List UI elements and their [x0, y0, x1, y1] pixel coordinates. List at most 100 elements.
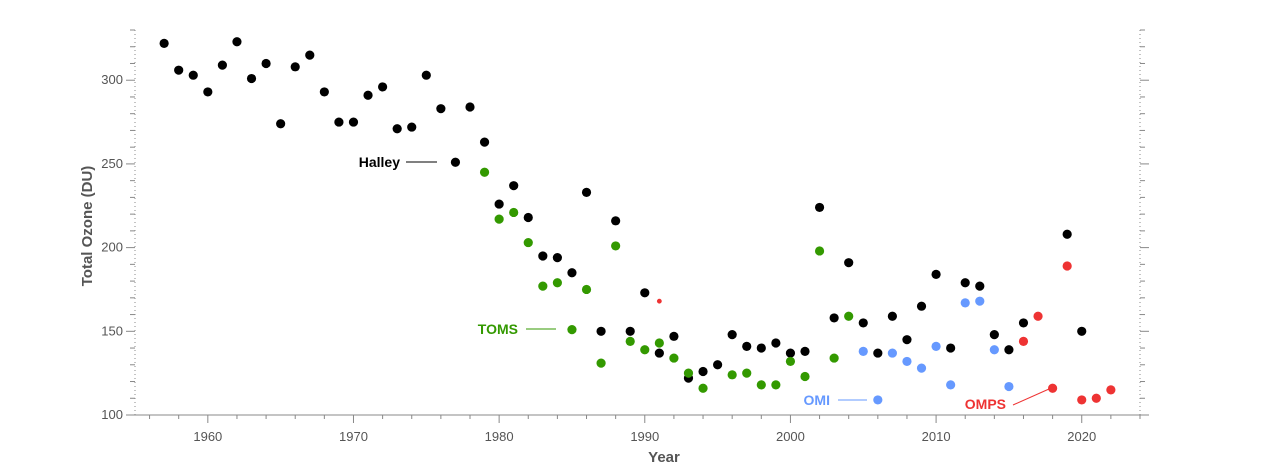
omi-point — [902, 356, 912, 367]
x-tick-label: 1970 — [339, 429, 368, 444]
toms-point — [829, 353, 839, 363]
omps-point — [1106, 385, 1116, 395]
halley-point — [1018, 318, 1029, 328]
x-tick-label: 2010 — [922, 429, 951, 444]
y-tick-label: 100 — [101, 407, 123, 422]
halley-point — [305, 50, 315, 60]
toms-point — [494, 214, 504, 224]
halley-point — [246, 73, 257, 84]
x-tick-label: 2020 — [1067, 429, 1096, 444]
omps-point — [1018, 336, 1029, 346]
x-axis-title: Year — [648, 449, 680, 466]
omps-point — [1033, 311, 1043, 321]
toms-point — [800, 371, 810, 382]
y-tick-label: 150 — [101, 323, 123, 338]
halley-point — [581, 187, 592, 197]
halley-point — [465, 102, 475, 112]
toms-point — [567, 325, 577, 335]
halley-point — [902, 335, 912, 345]
omi-point — [960, 298, 970, 308]
halley-point — [771, 338, 781, 348]
halley-point — [494, 199, 504, 209]
halley-point — [858, 318, 868, 328]
toms-point — [727, 370, 737, 380]
halley-point — [669, 331, 679, 341]
halley-point — [916, 301, 927, 311]
halley-point — [290, 62, 300, 72]
toms-point — [669, 353, 679, 363]
halley-point — [873, 348, 883, 358]
toms-point — [552, 278, 562, 288]
halley-point — [348, 117, 359, 127]
halley-point — [596, 326, 606, 336]
omps-point — [1091, 393, 1101, 403]
y-axis-title: Total Ozone (DU) — [79, 166, 96, 287]
points-layer — [159, 37, 1116, 405]
omi-point — [989, 345, 999, 355]
toms-point — [538, 281, 548, 291]
halley-point — [174, 65, 184, 75]
halley-point — [844, 258, 854, 268]
halley-point — [436, 104, 446, 114]
halley-point — [552, 253, 562, 263]
toms-point — [756, 380, 766, 390]
toms-series-label: TOMS — [478, 321, 518, 337]
omi-point — [1004, 381, 1014, 392]
halley-point — [479, 137, 490, 147]
halley-point — [261, 58, 271, 69]
toms-point — [654, 338, 664, 348]
halley-point — [756, 343, 766, 353]
annotation-layer: Halley TOMS OMI OMPS — [359, 154, 1050, 412]
omi-point — [858, 346, 868, 356]
halley-point — [654, 348, 664, 358]
halley-point — [392, 124, 402, 134]
halley-point — [698, 366, 708, 377]
halley-point — [989, 330, 999, 340]
toms-point — [611, 241, 621, 251]
halley-point — [203, 87, 213, 97]
omi-point — [931, 341, 941, 351]
toms-point — [771, 380, 781, 390]
toms-point — [523, 237, 533, 248]
halley-series-label: Halley — [359, 154, 400, 170]
x-tick-label: 1980 — [485, 429, 514, 444]
halley-point — [785, 348, 796, 358]
omps-point — [1048, 383, 1058, 393]
toms-point — [844, 311, 854, 321]
omi-series-label: OMI — [804, 392, 830, 408]
halley-point — [1077, 326, 1087, 336]
omps-point — [1062, 261, 1072, 271]
halley-point — [611, 216, 621, 226]
halley-point — [814, 202, 825, 213]
halley-point — [931, 269, 941, 279]
halley-point — [319, 87, 329, 97]
y-tick-label: 250 — [101, 156, 123, 171]
halley-point — [363, 90, 373, 100]
x-tick-label: 1960 — [193, 429, 222, 444]
halley-point — [713, 360, 723, 370]
y-tick-label: 300 — [101, 72, 123, 87]
omi-point — [975, 296, 985, 306]
toms-point — [814, 246, 825, 256]
halley-point — [232, 37, 242, 47]
omi-point — [916, 363, 927, 373]
omi-point — [873, 395, 883, 405]
toms-point — [479, 167, 490, 177]
toms-point — [785, 356, 796, 367]
halley-point — [378, 82, 388, 92]
toms-point — [596, 358, 606, 368]
halley-point — [1004, 345, 1014, 355]
omps-point — [1077, 395, 1087, 405]
omi-point — [946, 380, 956, 390]
halley-point — [159, 38, 169, 48]
halley-point — [538, 251, 548, 261]
halley-point — [742, 341, 752, 351]
halley-point — [625, 326, 635, 336]
omps-label-connector — [1012, 388, 1050, 406]
halley-point — [276, 119, 286, 129]
halley-point — [567, 268, 577, 278]
toms-point — [683, 368, 694, 378]
halley-point — [960, 278, 970, 288]
toms-point — [698, 383, 708, 393]
